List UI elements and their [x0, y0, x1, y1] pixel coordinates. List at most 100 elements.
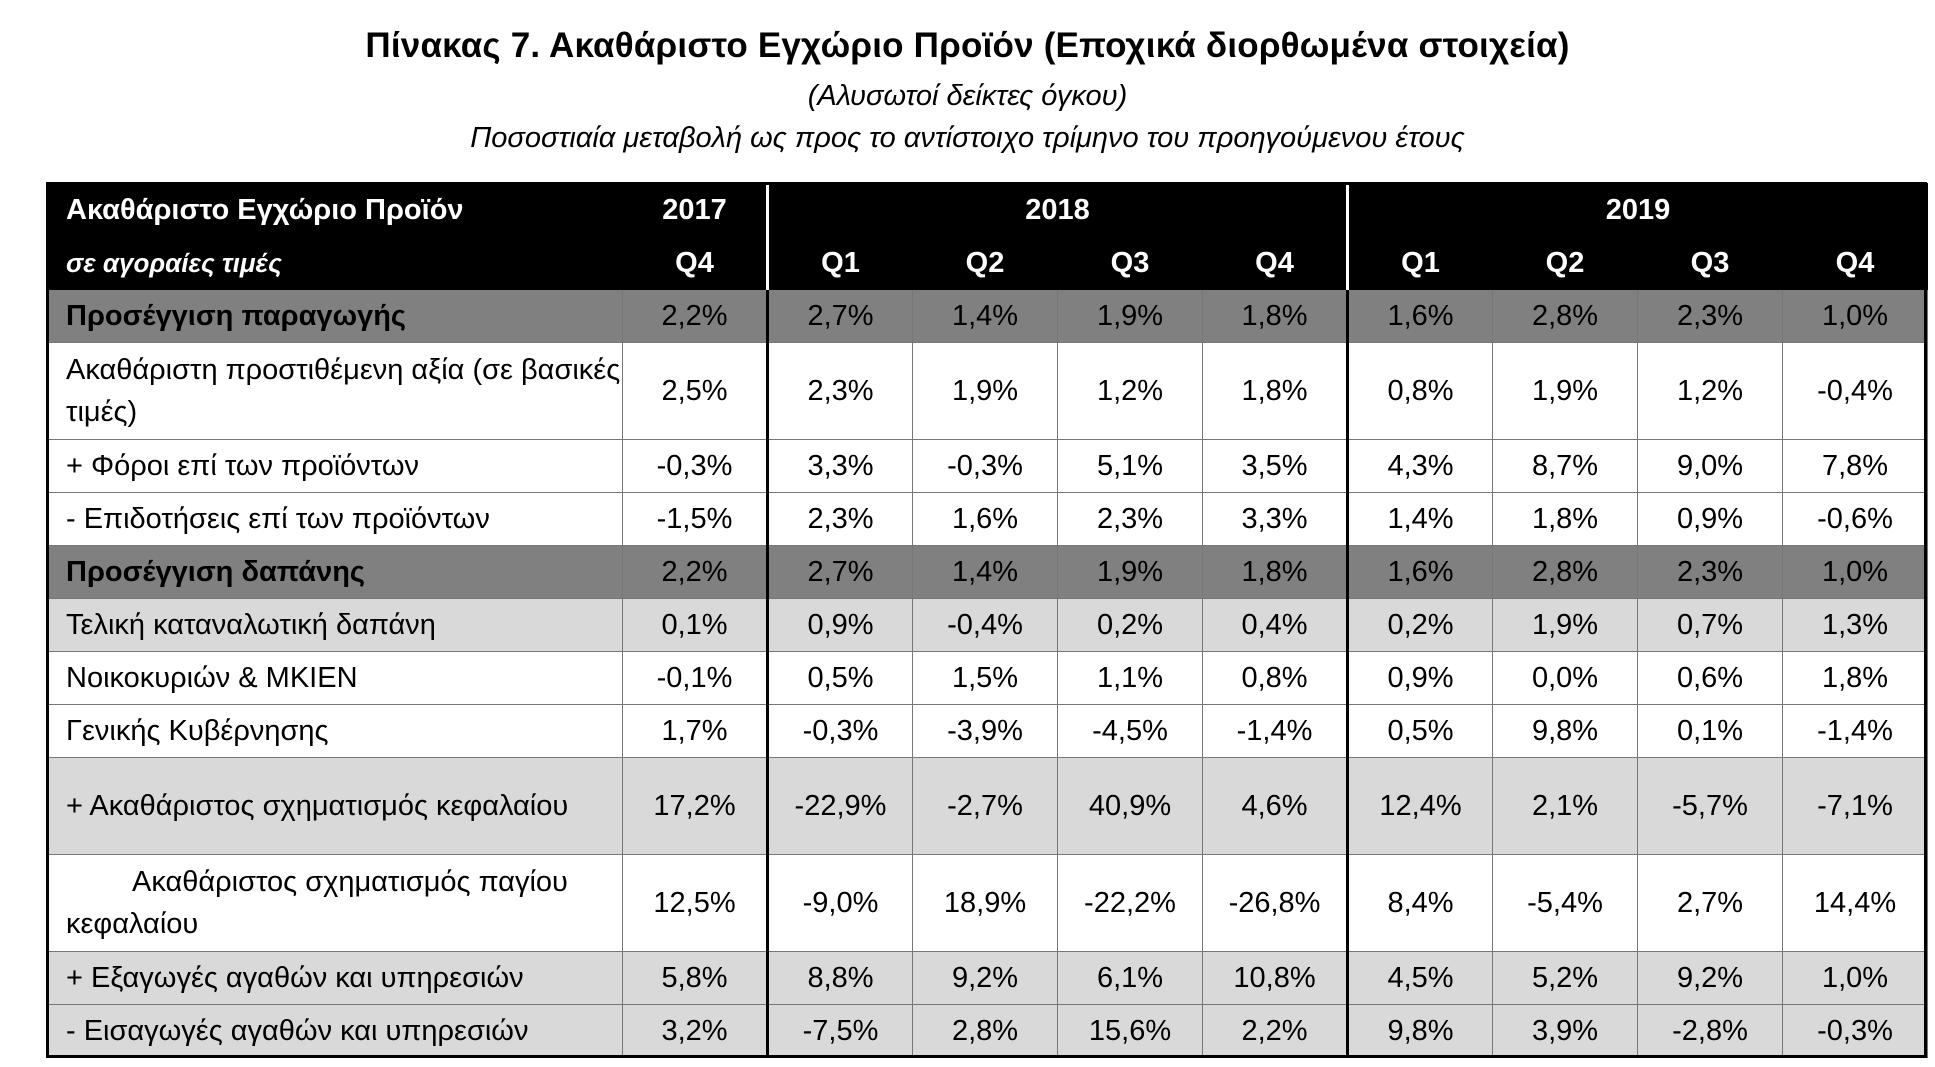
table-row: Προσέγγιση δαπάνης 2,2% 2,7% 1,4% 1,9% 1,8% 1,… [47, 545, 1929, 599]
value-cell: -22,9% [766, 757, 913, 855]
row-label: Προσέγγιση παραγωγής [47, 289, 623, 343]
quarter-header: Q2 [912, 236, 1058, 290]
value-cell: 2,8% [912, 1004, 1058, 1058]
table-row: - Επιδοτήσεις επί των προϊόντων -1,5% 2,3%… [47, 492, 1929, 546]
value-cell: 4,3% [1346, 439, 1494, 493]
value-cell: 1,6% [1346, 545, 1494, 599]
value-cell: 15,6% [1057, 1004, 1203, 1058]
value-cell: 0,0% [1492, 651, 1639, 705]
quarter-header: Q1 [766, 236, 913, 290]
table-row: + Φόροι επί των προϊόντων -0,3% 3,3% -0,3% 5… [47, 439, 1929, 493]
quarter-header: Q3 [1637, 236, 1784, 290]
header-row-quarters: σε αγοραίες τιμές Q4 Q1 Q2 Q3 Q4 Q1 Q2 Q… [47, 236, 1929, 290]
table-row: + Ακαθάριστος σχηματισμός κεφαλαίου 17,2%… [47, 757, 1929, 855]
quarter-header: Q4 [622, 236, 768, 290]
value-cell: 1,0% [1782, 545, 1929, 599]
row-label: Νοικοκυριών & ΜΚΙΕΝ [47, 651, 623, 705]
value-cell: 1,0% [1782, 289, 1929, 343]
value-cell: 1,1% [1057, 651, 1203, 705]
value-cell: 12,5% [622, 854, 768, 952]
header-sublabel: σε αγοραίες τιμές [47, 236, 623, 290]
value-cell: 0,8% [1346, 342, 1494, 440]
value-cell: 8,8% [766, 951, 913, 1005]
value-cell: 2,5% [622, 342, 768, 440]
value-cell: 0,4% [1201, 598, 1349, 652]
value-cell: 1,8% [1492, 492, 1639, 546]
value-cell: 9,8% [1492, 704, 1639, 758]
value-cell: 2,8% [1492, 289, 1639, 343]
value-cell: 1,2% [1637, 342, 1784, 440]
value-cell: 40,9% [1057, 757, 1203, 855]
value-cell: 2,3% [1057, 492, 1203, 546]
row-label: + Φόροι επί των προϊόντων [47, 439, 623, 493]
value-cell: 3,3% [766, 439, 913, 493]
value-cell: 6,1% [1057, 951, 1203, 1005]
value-cell: -0,6% [1782, 492, 1929, 546]
subtitle-description: Ποσοστιαία μεταβολή ως προς το αντίστοιχ… [470, 122, 1465, 154]
value-cell: -0,3% [1782, 1004, 1929, 1058]
value-cell: 1,5% [912, 651, 1058, 705]
value-cell: 1,3% [1782, 598, 1929, 652]
value-cell: 2,1% [1492, 757, 1639, 855]
value-cell: 10,8% [1201, 951, 1349, 1005]
value-cell: 5,1% [1057, 439, 1203, 493]
header-label: Ακαθάριστο Εγχώριο Προϊόν [47, 183, 623, 237]
value-cell: -0,3% [622, 439, 768, 493]
value-cell: 2,3% [766, 492, 913, 546]
value-cell: 9,8% [1346, 1004, 1494, 1058]
value-cell: 18,9% [912, 854, 1058, 952]
value-cell: 9,0% [1637, 439, 1784, 493]
value-cell: 1,4% [912, 545, 1058, 599]
value-cell: 1,0% [1782, 951, 1929, 1005]
value-cell: 0,9% [766, 598, 913, 652]
subtitle: (Αλυσωτοί δείκτες όγκου) [807, 80, 1128, 112]
year-header: 2017 [622, 183, 768, 237]
value-cell: 0,6% [1637, 651, 1784, 705]
value-cell: 1,9% [1492, 598, 1639, 652]
value-cell: 1,6% [912, 492, 1058, 546]
quarter-header: Q3 [1057, 236, 1203, 290]
value-cell: -1,4% [1782, 704, 1929, 758]
value-cell: 0,1% [622, 598, 768, 652]
row-label: + Εξαγωγές αγαθών και υπηρεσιών [47, 951, 623, 1005]
value-cell: -0,4% [1782, 342, 1929, 440]
value-cell: -2,7% [912, 757, 1058, 855]
gdp-table: Ακαθάριστο Εγχώριο Προϊόν 2017 2018 2019… [47, 183, 1929, 1058]
page-title: Πίνακας 7. Ακαθάριστο Εγχώριο Προϊόν (Επ… [365, 26, 1570, 65]
quarter-header: Q4 [1201, 236, 1349, 290]
value-cell: -4,5% [1057, 704, 1203, 758]
value-cell: 2,3% [1637, 545, 1784, 599]
value-cell: -9,0% [766, 854, 913, 952]
value-cell: 3,5% [1201, 439, 1349, 493]
value-cell: -0,1% [622, 651, 768, 705]
value-cell: -1,4% [1201, 704, 1349, 758]
row-label: - Επιδοτήσεις επί των προϊόντων [47, 492, 623, 546]
value-cell: 2,7% [766, 545, 913, 599]
value-cell: 0,9% [1346, 651, 1494, 705]
value-cell: 1,2% [1057, 342, 1203, 440]
header-row-years: Ακαθάριστο Εγχώριο Προϊόν 2017 2018 2019 [47, 183, 1929, 237]
value-cell: 0,7% [1637, 598, 1784, 652]
table-row: Ακαθάριστος σχηματισμός παγίου κεφαλαίου… [47, 854, 1929, 952]
year-header: 2018 [765, 183, 1349, 237]
quarter-header: Q2 [1492, 236, 1639, 290]
value-cell: 2,7% [766, 289, 913, 343]
value-cell: 5,2% [1492, 951, 1639, 1005]
value-cell: -22,2% [1057, 854, 1203, 952]
value-cell: 0,2% [1057, 598, 1203, 652]
value-cell: 2,2% [622, 289, 768, 343]
value-cell: 1,8% [1201, 289, 1349, 343]
value-cell: 4,6% [1201, 757, 1349, 855]
value-cell: 3,2% [622, 1004, 768, 1058]
value-cell: 1,6% [1346, 289, 1494, 343]
table-row: + Εξαγωγές αγαθών και υπηρεσιών 5,8% 8,8% 9… [47, 951, 1929, 1005]
value-cell: -2,8% [1637, 1004, 1784, 1058]
value-cell: 0,2% [1346, 598, 1494, 652]
value-cell: 3,9% [1492, 1004, 1639, 1058]
value-cell: 1,9% [1057, 545, 1203, 599]
table-row: Γενικής Κυβέρνησης 1,7% -0,3% -3,9% -4,5% -1,… [47, 704, 1929, 758]
row-label: Ακαθάριστος σχηματισμός παγίου κεφαλαίου [47, 854, 623, 952]
row-label: - Εισαγωγές αγαθών και υπηρεσιών [47, 1004, 623, 1058]
value-cell: 0,9% [1637, 492, 1784, 546]
value-cell: 1,9% [1057, 289, 1203, 343]
